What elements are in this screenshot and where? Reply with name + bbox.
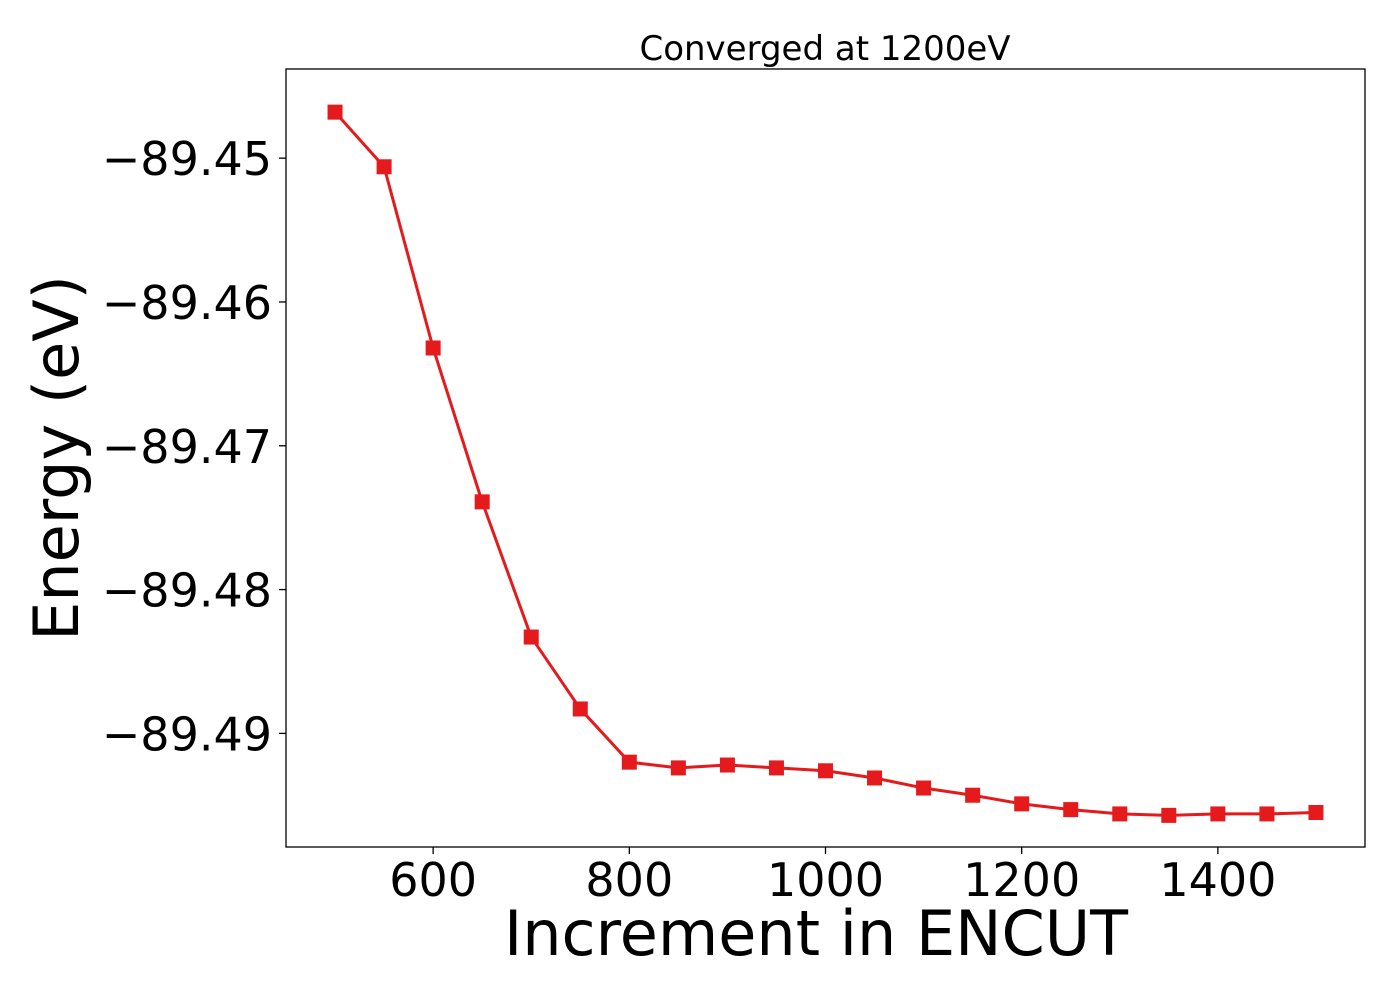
data-point-marker [1259,806,1275,822]
data-point-marker [621,754,637,770]
data-point-marker [474,494,490,510]
data-point-marker [425,340,441,356]
x-tick-label: 600 [389,853,477,907]
series-line [333,111,1316,817]
x-axis: 600 800 1000 1200 1400 [389,847,1276,907]
x-tick-label: 1200 [963,853,1080,907]
x-tick-label: 800 [585,853,673,907]
data-point-marker [916,780,932,796]
data-point-marker [1014,796,1030,812]
y-tick-label: −89.49 [102,707,272,761]
chart-title: Converged at 1200eV [639,29,1010,69]
data-point-marker [719,757,735,773]
x-axis-label: Increment in ENCUT [504,897,1129,970]
data-point-marker [768,760,784,776]
x-tick-label: 1400 [1159,853,1276,907]
data-point-marker [523,629,539,645]
y-axis: −89.45 −89.46 −89.47 −89.48 −89.49 [102,132,286,761]
data-point-marker [1161,807,1177,823]
y-tick-label: −89.46 [102,276,272,330]
data-point-marker [965,787,981,803]
series-layer [327,104,1324,823]
data-point-marker [867,770,883,786]
y-axis-label: Energy (eV) [20,275,93,641]
data-point-marker [327,104,343,120]
data-point-marker [670,760,686,776]
data-point-marker [1308,804,1324,820]
data-point-marker [1112,806,1128,822]
y-tick-label: −89.48 [102,564,272,618]
data-point-marker [572,701,588,717]
plot-area-frame [285,68,1366,848]
y-tick-label: −89.47 [102,420,272,474]
data-point-marker [1210,806,1226,822]
data-point-marker [376,159,392,175]
data-point-marker [818,763,833,779]
y-tick-label: −89.45 [102,132,272,186]
data-point-marker [1063,802,1079,818]
x-tick-label: 1000 [767,853,884,907]
